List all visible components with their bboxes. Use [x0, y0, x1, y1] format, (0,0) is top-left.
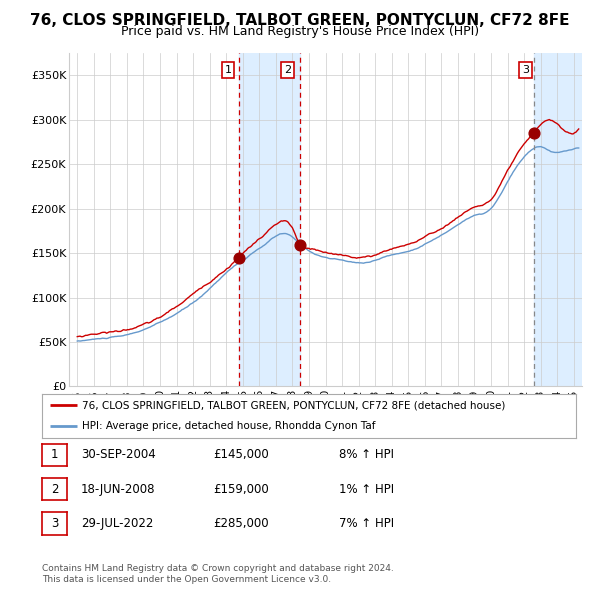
Point	[234, 253, 244, 263]
Text: 2: 2	[51, 483, 58, 496]
Text: 7% ↑ HPI: 7% ↑ HPI	[339, 517, 394, 530]
Text: £159,000: £159,000	[213, 483, 269, 496]
Text: 30-SEP-2004: 30-SEP-2004	[81, 448, 156, 461]
Text: 18-JUN-2008: 18-JUN-2008	[81, 483, 155, 496]
Text: 1: 1	[51, 448, 58, 461]
Bar	[239, 53, 300, 386]
Text: 76, CLOS SPRINGFIELD, TALBOT GREEN, PONTYCLUN, CF72 8FE: 76, CLOS SPRINGFIELD, TALBOT GREEN, PONT…	[30, 13, 570, 28]
Point	[295, 240, 305, 250]
Text: Contains HM Land Registry data © Crown copyright and database right 2024.: Contains HM Land Registry data © Crown c…	[42, 565, 394, 573]
Text: 3: 3	[51, 517, 58, 530]
Text: 76, CLOS SPRINGFIELD, TALBOT GREEN, PONTYCLUN, CF72 8FE (detached house): 76, CLOS SPRINGFIELD, TALBOT GREEN, PONT…	[82, 401, 505, 411]
Text: 3: 3	[522, 65, 529, 75]
Text: This data is licensed under the Open Government Licence v3.0.: This data is licensed under the Open Gov…	[42, 575, 331, 584]
Text: £145,000: £145,000	[213, 448, 269, 461]
Text: Price paid vs. HM Land Registry's House Price Index (HPI): Price paid vs. HM Land Registry's House …	[121, 25, 479, 38]
Text: 8% ↑ HPI: 8% ↑ HPI	[339, 448, 394, 461]
Text: £285,000: £285,000	[213, 517, 269, 530]
Text: 2: 2	[284, 65, 291, 75]
Bar	[533, 53, 582, 386]
Text: 1: 1	[224, 65, 232, 75]
Text: 29-JUL-2022: 29-JUL-2022	[81, 517, 154, 530]
Text: HPI: Average price, detached house, Rhondda Cynon Taf: HPI: Average price, detached house, Rhon…	[82, 421, 376, 431]
Point	[529, 129, 538, 138]
Text: 1% ↑ HPI: 1% ↑ HPI	[339, 483, 394, 496]
